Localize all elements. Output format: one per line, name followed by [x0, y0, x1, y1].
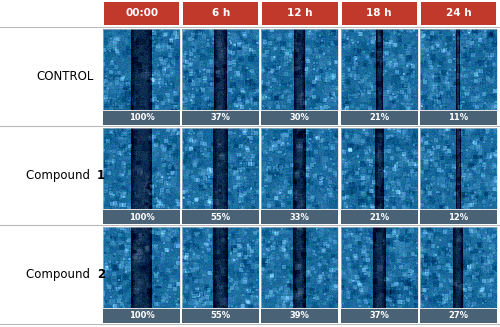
Bar — [420, 227, 497, 308]
Bar — [182, 227, 259, 308]
Bar — [420, 29, 497, 110]
Bar — [420, 210, 497, 224]
Bar — [103, 309, 180, 323]
Bar — [103, 128, 180, 209]
Bar — [262, 128, 338, 209]
Text: 2: 2 — [97, 268, 105, 281]
Text: 24 h: 24 h — [446, 9, 471, 19]
Text: 1: 1 — [97, 169, 105, 182]
Text: 11%: 11% — [448, 113, 468, 123]
Bar — [262, 2, 338, 25]
Bar — [104, 2, 179, 25]
Bar — [182, 309, 259, 323]
Text: 00:00: 00:00 — [125, 9, 158, 19]
Bar — [182, 29, 259, 110]
Text: Compound: Compound — [26, 268, 94, 281]
Bar — [103, 29, 180, 110]
Text: 100%: 100% — [128, 213, 154, 221]
Bar — [340, 227, 417, 308]
Text: 33%: 33% — [290, 213, 310, 221]
Bar — [103, 210, 180, 224]
Text: 18 h: 18 h — [366, 9, 392, 19]
Text: 37%: 37% — [211, 113, 231, 123]
Bar — [340, 29, 417, 110]
Text: 6 h: 6 h — [212, 9, 230, 19]
Bar — [340, 309, 417, 323]
Text: 100%: 100% — [128, 113, 154, 123]
Text: 39%: 39% — [290, 312, 310, 320]
Bar — [420, 111, 497, 125]
Text: Compound: Compound — [26, 169, 94, 182]
Bar — [262, 210, 338, 224]
Bar — [421, 2, 496, 25]
Bar — [262, 309, 338, 323]
Bar — [183, 2, 258, 25]
Bar — [420, 309, 497, 323]
Text: 21%: 21% — [369, 213, 389, 221]
Text: 21%: 21% — [369, 113, 389, 123]
Bar — [262, 111, 338, 125]
Bar — [262, 227, 338, 308]
Text: 30%: 30% — [290, 113, 310, 123]
Bar — [182, 111, 259, 125]
Text: 12 h: 12 h — [287, 9, 313, 19]
Bar — [103, 227, 180, 308]
Text: 55%: 55% — [210, 312, 231, 320]
Text: 27%: 27% — [448, 312, 468, 320]
Text: CONTROL: CONTROL — [36, 70, 94, 83]
Bar — [342, 2, 417, 25]
Text: 37%: 37% — [369, 312, 389, 320]
Bar — [182, 210, 259, 224]
Bar — [262, 29, 338, 110]
Text: 12%: 12% — [448, 213, 468, 221]
Bar — [340, 210, 417, 224]
Bar — [340, 111, 417, 125]
Text: 100%: 100% — [128, 312, 154, 320]
Bar — [182, 128, 259, 209]
Text: 55%: 55% — [210, 213, 231, 221]
Bar — [340, 128, 417, 209]
Bar — [420, 128, 497, 209]
Bar — [103, 111, 180, 125]
